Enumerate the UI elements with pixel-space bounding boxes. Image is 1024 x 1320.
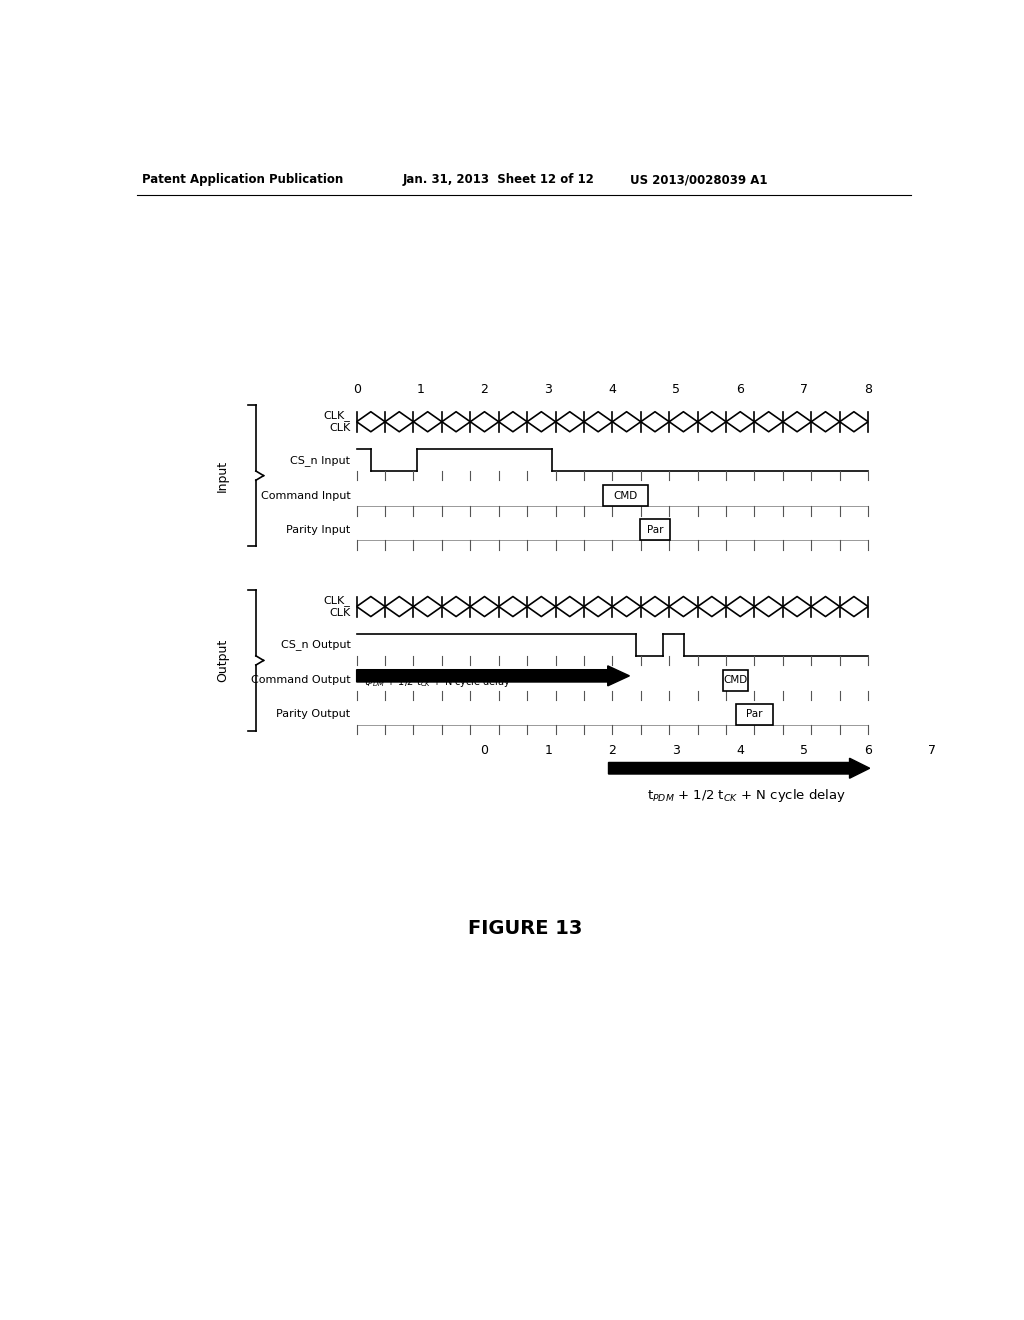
FancyBboxPatch shape: [736, 704, 773, 725]
Text: t$_{PDM}$ + 1/2 t$_{CK}$ + N cycle delay: t$_{PDM}$ + 1/2 t$_{CK}$ + N cycle delay: [647, 788, 847, 804]
FancyBboxPatch shape: [640, 519, 670, 540]
Text: CMD: CMD: [723, 676, 748, 685]
Text: t$_{PDM}$ + 1/2 t$_{CK}$ + N cycle delay: t$_{PDM}$ + 1/2 t$_{CK}$ + N cycle delay: [365, 675, 512, 689]
Text: 0: 0: [480, 743, 488, 756]
FancyArrow shape: [356, 665, 630, 686]
Text: Patent Application Publication: Patent Application Publication: [142, 173, 343, 186]
Text: Command Input: Command Input: [261, 491, 350, 500]
Text: CLK_
CLK: CLK_ CLK: [324, 411, 350, 433]
Text: 7: 7: [928, 743, 936, 756]
Text: 5: 5: [800, 743, 808, 756]
Text: Jan. 31, 2013  Sheet 12 of 12: Jan. 31, 2013 Sheet 12 of 12: [403, 173, 595, 186]
Text: 8: 8: [864, 383, 872, 396]
Text: CS_n Input: CS_n Input: [291, 455, 350, 466]
Text: Par: Par: [646, 524, 664, 535]
Text: CMD: CMD: [613, 491, 638, 500]
Text: Command Output: Command Output: [251, 676, 350, 685]
Text: US 2013/0028039 A1: US 2013/0028039 A1: [630, 173, 768, 186]
Text: 3: 3: [545, 383, 552, 396]
FancyBboxPatch shape: [603, 484, 648, 507]
Text: 6: 6: [864, 743, 872, 756]
Text: 1: 1: [417, 383, 425, 396]
Text: 7: 7: [800, 383, 808, 396]
Text: 5: 5: [673, 383, 680, 396]
Text: 4: 4: [608, 383, 616, 396]
Text: Parity Input: Parity Input: [286, 524, 350, 535]
Text: 1: 1: [545, 743, 552, 756]
Text: Output: Output: [216, 639, 229, 682]
Text: 3: 3: [673, 743, 680, 756]
Text: Parity Output: Parity Output: [276, 709, 350, 719]
Text: FIGURE 13: FIGURE 13: [468, 919, 582, 939]
Text: 0: 0: [352, 383, 360, 396]
Text: 6: 6: [736, 383, 744, 396]
Text: Par: Par: [746, 709, 763, 719]
Text: CLK_
CLK: CLK_ CLK: [324, 595, 350, 618]
Text: CS_n Output: CS_n Output: [281, 640, 350, 651]
Text: 4: 4: [736, 743, 744, 756]
FancyArrow shape: [608, 758, 869, 779]
Text: 2: 2: [480, 383, 488, 396]
FancyBboxPatch shape: [723, 669, 748, 692]
Text: Input: Input: [216, 459, 229, 492]
Text: 2: 2: [608, 743, 616, 756]
